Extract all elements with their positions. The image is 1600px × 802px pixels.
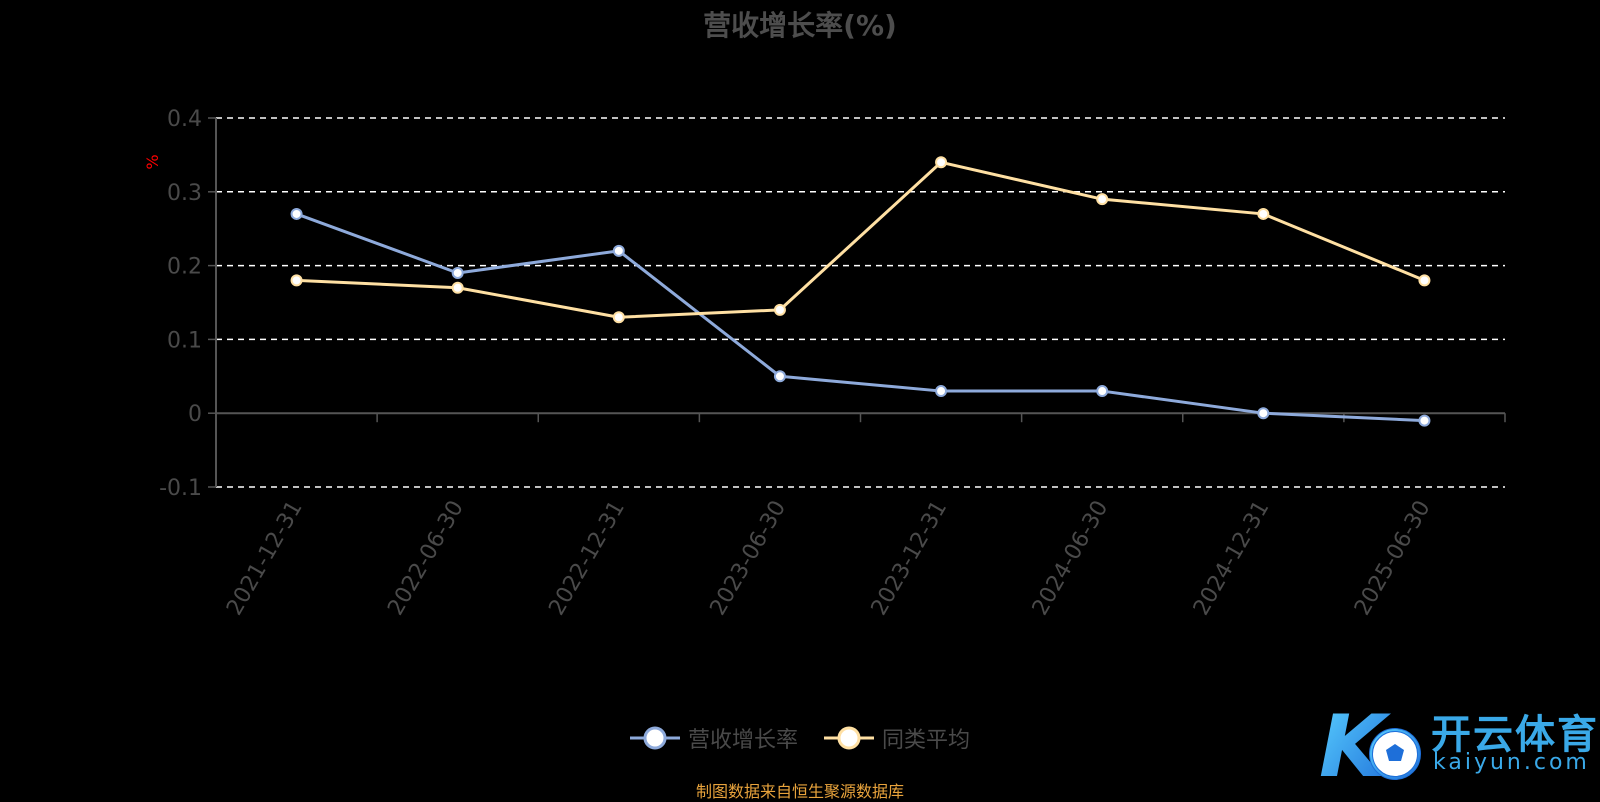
x-tick-label: 2021-12-31 <box>222 497 308 620</box>
x-tick-label: 2025-06-30 <box>1350 497 1436 620</box>
data-point-2 <box>935 156 948 169</box>
y-tick-label: 0 <box>188 402 202 427</box>
plot-area: 0.40.30.20.10-0.1 2021-12-31 2022-06-30 20… <box>143 107 1506 620</box>
x-tick-label: 2022-06-30 <box>383 497 469 620</box>
x-tick-label: 2022-12-31 <box>544 497 630 620</box>
data-points <box>290 156 1431 427</box>
watermark-brand: 开云体育 <box>1431 712 1599 758</box>
data-point-2 <box>451 281 464 294</box>
legend-label-peer-average: 同类平均 <box>882 728 971 753</box>
data-point-2 <box>773 303 786 316</box>
legend-swatch-revenue-growth-icon <box>629 725 680 751</box>
legend-item-revenue-growth[interactable]: 营收增长率 <box>629 722 798 754</box>
watermark-domain: kaiyun.com <box>1433 750 1590 775</box>
source-note: 制图数据来自恒生聚源数据库 <box>695 782 904 801</box>
watermark-logo: K 开云体育 kaiyun.com <box>1313 697 1597 797</box>
grid-lines <box>216 117 1505 488</box>
x-tick-label: 2023-12-31 <box>867 497 953 620</box>
series-line-1 <box>296 212 1425 423</box>
data-point-1 <box>1096 385 1109 398</box>
data-point-1 <box>1257 407 1270 420</box>
data-point-1 <box>1418 414 1431 427</box>
x-tick-label: 2024-12-31 <box>1189 497 1275 620</box>
legend-item-peer-average[interactable]: 同类平均 <box>824 722 970 754</box>
y-tick-label: 0.2 <box>167 255 202 280</box>
legend: 营收增长率 同类平均 <box>0 718 1600 758</box>
y-axis-label: % <box>143 154 162 169</box>
series-lines <box>296 160 1426 423</box>
x-tick-label: 2023-06-30 <box>706 497 792 620</box>
data-point-1 <box>773 370 786 383</box>
data-point-1 <box>935 385 948 398</box>
legend-swatch-peer-average-icon <box>824 725 874 751</box>
chart-title: 营收增长率(%) <box>703 9 897 42</box>
data-point-2 <box>1096 193 1109 206</box>
data-point-2 <box>1418 274 1431 287</box>
axes <box>208 117 1506 488</box>
data-point-2 <box>612 311 625 324</box>
x-tick-labels: 2021-12-31 2022-06-30 2022-12-31 2023-06-30… <box>222 497 1435 620</box>
legend-label-revenue-growth: 营收增长率 <box>687 728 798 753</box>
data-point-1 <box>290 207 303 220</box>
y-tick-label: 0.4 <box>167 107 202 132</box>
x-tick-label: 2024-06-30 <box>1028 497 1114 620</box>
kaiyun-logo-icon: K <box>1319 697 1421 797</box>
y-tick-label: 0.1 <box>167 328 202 353</box>
y-tick-label: -0.1 <box>159 476 202 501</box>
series-line-2 <box>296 160 1426 319</box>
data-point-1 <box>451 266 464 279</box>
data-point-2 <box>290 274 303 287</box>
y-tick-label: 0.3 <box>167 181 202 206</box>
data-point-2 <box>1257 207 1270 220</box>
data-point-1 <box>612 244 625 257</box>
y-tick-labels: 0.4 0.3 0.2 0.1 0 -0.1 <box>159 107 202 501</box>
